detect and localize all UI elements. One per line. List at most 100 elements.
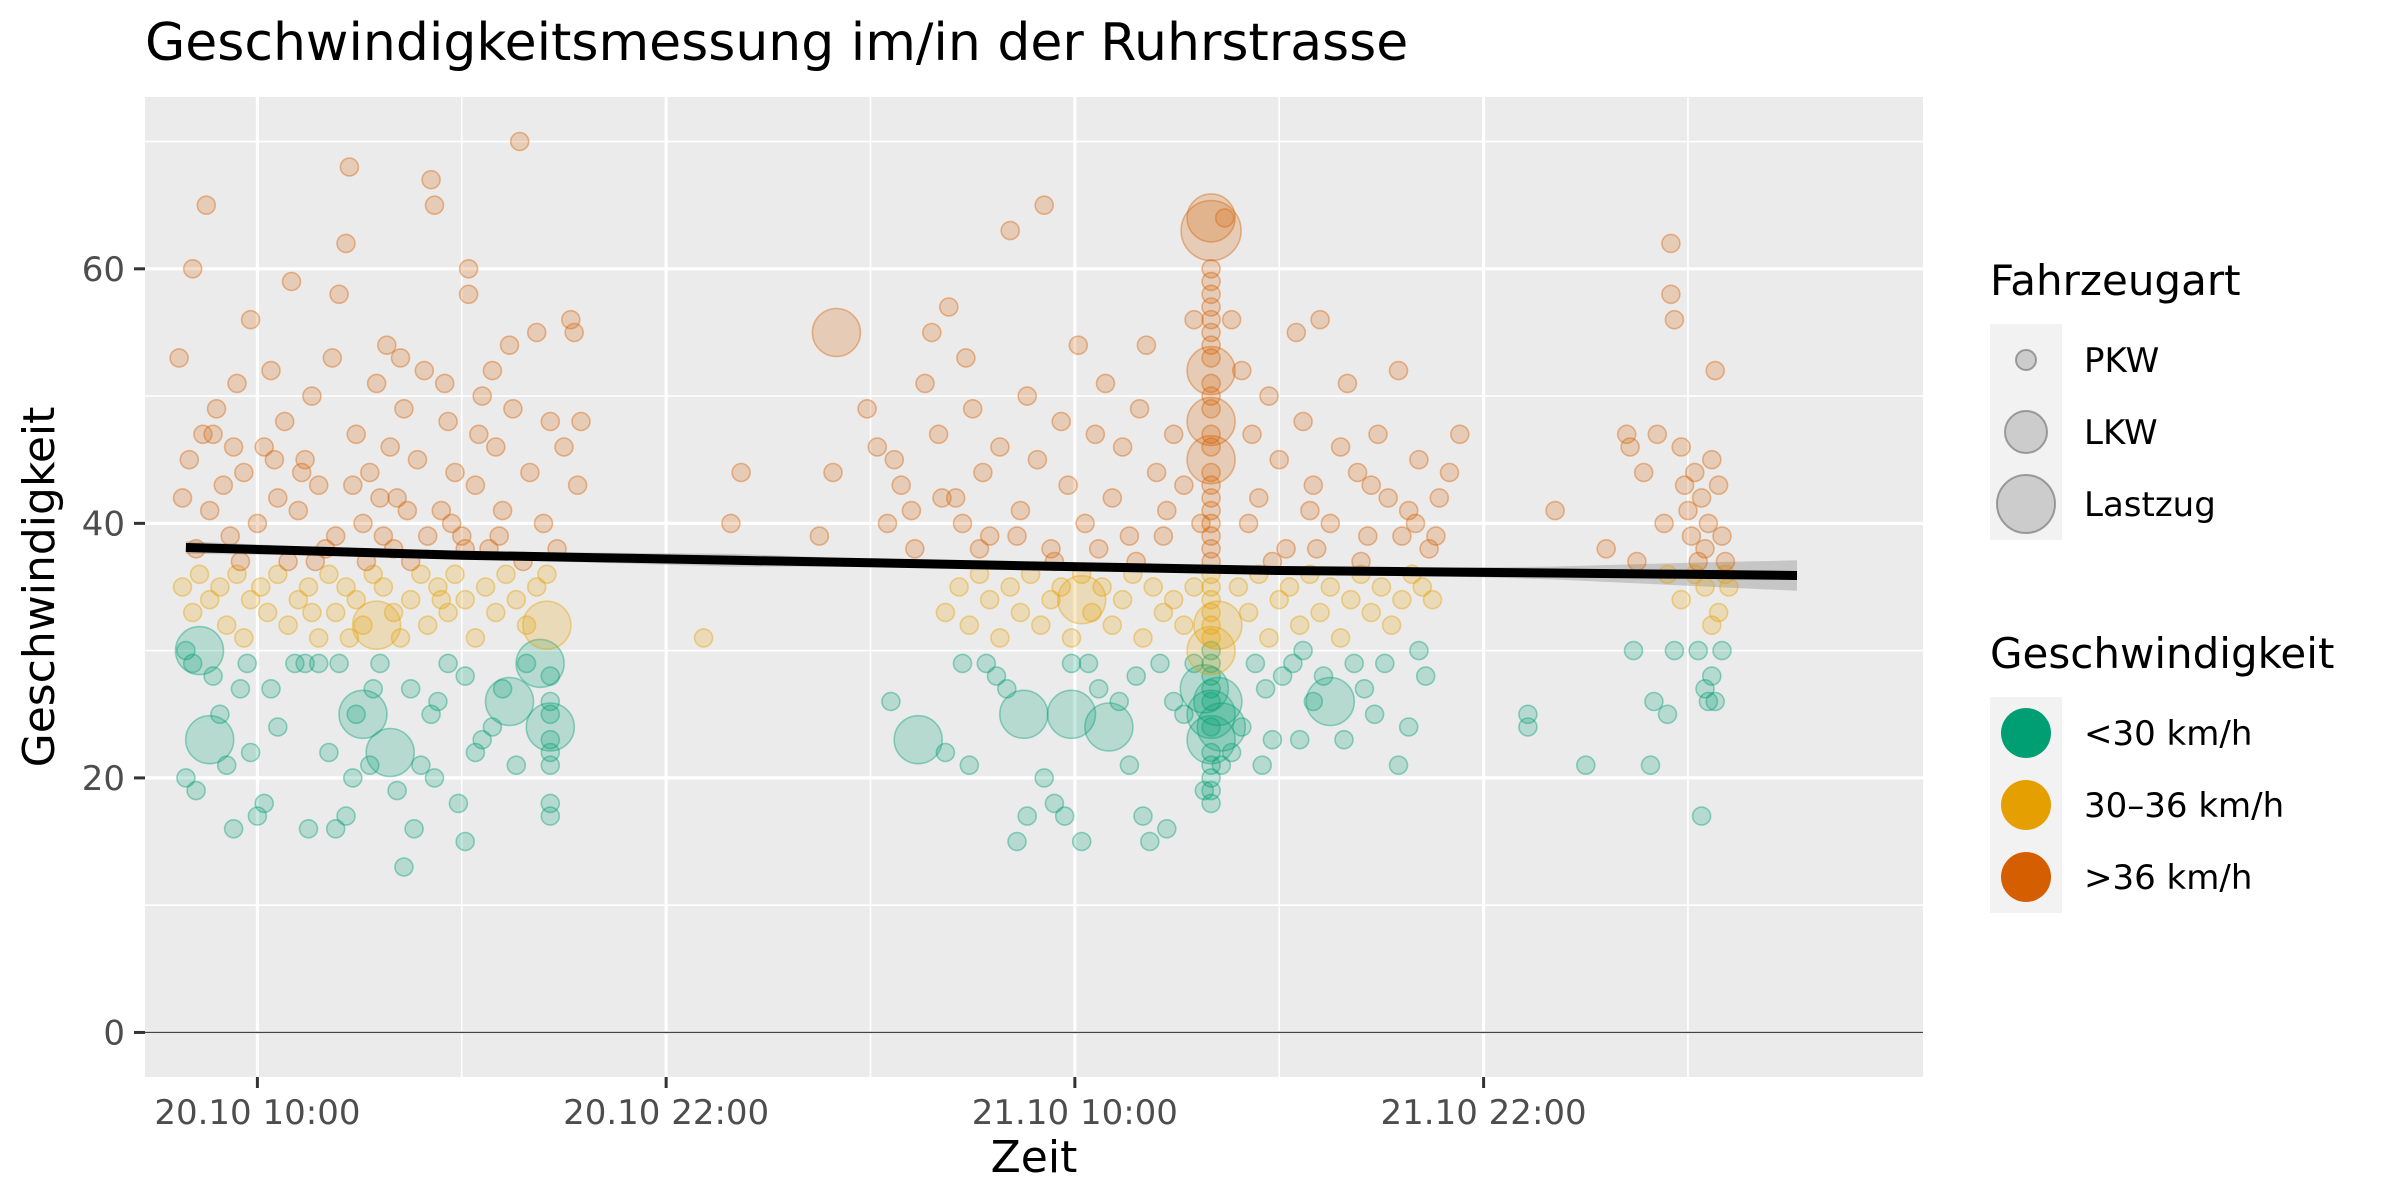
data-point xyxy=(230,678,251,699)
data-point xyxy=(240,589,261,610)
data-point xyxy=(346,424,367,445)
data-point xyxy=(264,449,285,470)
data-point xyxy=(196,195,217,215)
data-point xyxy=(267,564,288,585)
data-point xyxy=(267,717,288,737)
data-point xyxy=(1201,717,1221,737)
data-point xyxy=(1184,577,1204,597)
data-point xyxy=(351,600,402,651)
data-point xyxy=(234,462,254,483)
series-group xyxy=(172,564,1739,676)
data-point xyxy=(465,475,486,496)
data-point xyxy=(193,424,213,445)
data-point xyxy=(485,437,506,457)
data-point xyxy=(1330,437,1351,457)
data-point xyxy=(1194,780,1215,801)
data-point xyxy=(1196,702,1247,752)
y-tick-label: 40 xyxy=(82,504,125,544)
data-point xyxy=(1044,793,1065,814)
data-point xyxy=(203,424,223,445)
x-tick-label: 20.10 10:00 xyxy=(154,1093,360,1133)
data-point xyxy=(383,602,404,623)
data-point xyxy=(1702,666,1722,686)
data-point xyxy=(346,589,367,610)
data-point xyxy=(322,348,343,368)
data-point xyxy=(1051,411,1071,432)
data-point xyxy=(325,818,346,839)
data-point xyxy=(176,768,196,788)
data-point xyxy=(938,297,959,317)
data-point xyxy=(298,818,319,839)
data-point xyxy=(499,335,520,356)
data-point xyxy=(1201,589,1221,610)
data-point xyxy=(522,600,572,651)
data-point xyxy=(1627,551,1647,572)
data-point xyxy=(400,678,421,699)
data-point xyxy=(1157,500,1177,521)
data-point xyxy=(1272,666,1293,686)
data-point xyxy=(881,691,901,712)
data-point xyxy=(979,589,1000,610)
data-point xyxy=(485,602,506,623)
data-point xyxy=(308,653,329,674)
data-point xyxy=(969,538,990,559)
data-point xyxy=(1259,386,1279,406)
data-point xyxy=(1409,640,1429,661)
data-point xyxy=(1674,475,1695,496)
data-point xyxy=(1685,462,1705,483)
data-point xyxy=(1186,434,1236,485)
data-point xyxy=(1201,500,1221,521)
data-point xyxy=(216,615,237,636)
data-point xyxy=(261,678,281,699)
data-point xyxy=(1289,615,1310,636)
data-point xyxy=(1095,373,1116,394)
data-point xyxy=(1092,577,1112,597)
data-point xyxy=(1671,437,1691,457)
data-point xyxy=(1313,666,1334,686)
data-point xyxy=(540,666,561,686)
data-point xyxy=(1136,335,1157,356)
data-point xyxy=(884,449,905,470)
data-point xyxy=(1201,793,1221,814)
data-point xyxy=(1242,424,1262,445)
series-group xyxy=(169,131,1736,572)
data-point xyxy=(227,564,247,585)
data-point xyxy=(516,653,537,674)
data-point xyxy=(455,831,476,852)
data-point xyxy=(1616,424,1637,445)
data-point xyxy=(1409,449,1429,470)
data-point xyxy=(298,577,319,597)
data-point xyxy=(400,589,421,610)
x-tick-label: 21.10 10:00 xyxy=(972,1093,1178,1133)
data-point xyxy=(404,818,424,839)
data-point xyxy=(1429,488,1450,508)
data-point xyxy=(1320,577,1341,597)
data-point xyxy=(250,577,271,597)
data-point xyxy=(1695,678,1715,699)
data-point xyxy=(1133,628,1153,648)
legend-label-vehicle-type: LKW xyxy=(2084,413,2158,453)
data-point xyxy=(1201,780,1221,801)
data-point xyxy=(342,475,363,496)
data-point xyxy=(329,653,349,674)
data-point xyxy=(1201,398,1221,419)
data-point xyxy=(179,449,200,470)
data-point xyxy=(1058,475,1078,496)
data-point xyxy=(877,513,898,534)
data-point xyxy=(438,602,458,623)
data-point xyxy=(1201,538,1221,559)
data-point xyxy=(976,653,997,674)
data-point xyxy=(956,348,976,368)
data-point xyxy=(1293,640,1313,661)
data-point xyxy=(1186,714,1236,765)
data-point xyxy=(1419,538,1439,559)
data-point xyxy=(1201,348,1221,368)
data-point xyxy=(1201,309,1221,330)
data-point xyxy=(428,691,448,712)
data-point xyxy=(1041,538,1061,559)
data-points xyxy=(169,131,1739,877)
data-point xyxy=(254,437,275,457)
data-point xyxy=(1201,653,1221,674)
data-point xyxy=(1392,589,1412,610)
